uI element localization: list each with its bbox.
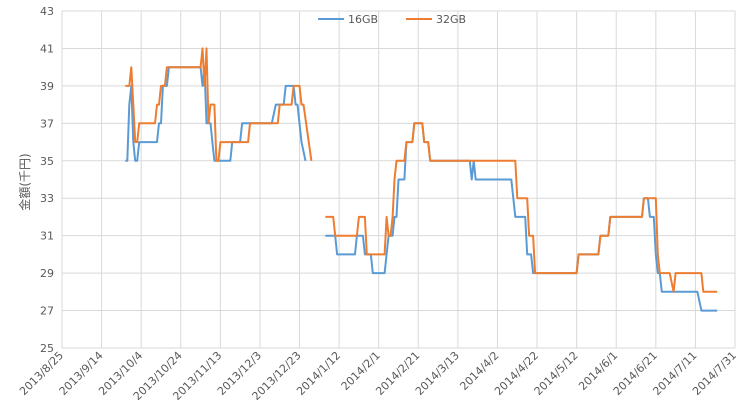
series-32gb [125,47,718,293]
legend-label-16gb: 16GB [348,13,378,26]
y-tick-label: 27 [40,305,54,318]
y-tick-label: 35 [40,155,54,168]
legend: 16GB 32GB [318,13,466,26]
y-tick-label: 31 [40,230,54,243]
y-axis-tick-labels: 25 27 29 31 33 35 37 39 41 43 [40,5,54,355]
series-line-16gb [125,66,307,162]
series-16gb [125,66,718,312]
series-layer [125,47,718,312]
legend-label-32gb: 32GB [436,13,466,26]
y-tick-label: 33 [40,192,54,205]
y-tick-label: 39 [40,80,54,93]
series-line-16gb [325,122,718,312]
y-axis-label: 金額(千円) [17,153,32,210]
y-tick-label: 29 [40,267,54,280]
series-line-32gb [125,47,313,162]
series-line-32gb [325,122,718,293]
y-tick-label: 37 [40,117,54,130]
y-gridlines [62,10,735,312]
y-tick-label: 41 [40,42,54,55]
y-tick-label: 25 [40,342,54,355]
y-tick-label: 43 [40,5,54,18]
